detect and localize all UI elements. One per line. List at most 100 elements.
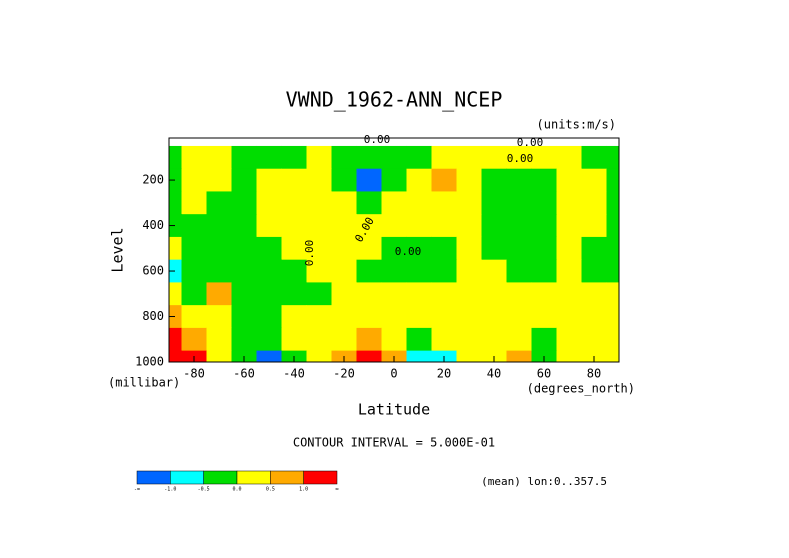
contour-cell xyxy=(556,214,582,238)
contour-cell xyxy=(531,282,557,306)
contour-cell xyxy=(481,145,507,170)
contour-cell xyxy=(181,145,207,170)
x-tick-label: 20 xyxy=(437,367,451,381)
contour-cell xyxy=(606,327,620,352)
contour-cell xyxy=(406,214,432,238)
contour-cell xyxy=(506,168,532,192)
contour-cell xyxy=(231,214,257,238)
contour-cell xyxy=(381,236,407,261)
contour-cell xyxy=(206,282,232,306)
contour-label: 0.00 xyxy=(395,245,422,258)
contour-cell xyxy=(606,168,620,192)
contour-cell xyxy=(506,305,532,329)
contour-cell xyxy=(606,305,620,329)
contour-cell xyxy=(406,327,432,352)
contour-cell xyxy=(306,305,332,329)
footnote: (mean) lon:0..357.5 xyxy=(481,475,607,488)
contour-cell xyxy=(556,282,582,306)
contour-cell xyxy=(506,191,532,215)
contour-cell xyxy=(169,214,182,238)
contour-cell xyxy=(506,236,532,261)
contour-cell xyxy=(256,282,282,306)
contour-cell xyxy=(256,145,282,170)
contour-cell xyxy=(581,214,607,238)
colorbar-label: -∞ xyxy=(134,487,140,493)
contour-cell xyxy=(306,259,332,283)
contour-cell xyxy=(606,282,620,306)
colorbar-label: -0.5 xyxy=(198,487,210,493)
contour-cell xyxy=(356,259,382,283)
contour-cell xyxy=(581,305,607,329)
contour-cell xyxy=(381,168,407,192)
contour-cell xyxy=(406,145,432,170)
colorbar-box xyxy=(203,470,238,485)
contour-cell xyxy=(231,327,257,352)
contour-cell xyxy=(431,236,457,261)
contour-cell xyxy=(431,259,457,283)
contour-cell xyxy=(381,145,407,170)
contour-cell xyxy=(481,191,507,215)
contour-label: 0.00 xyxy=(517,136,544,149)
contour-cell xyxy=(531,214,557,238)
contour-cell xyxy=(181,214,207,238)
colorbar-label: 0.0 xyxy=(232,487,241,493)
contour-cell xyxy=(169,259,182,283)
contour-cell xyxy=(281,168,307,192)
contour-cell xyxy=(581,145,607,170)
contour-cell xyxy=(169,145,182,170)
contour-cell xyxy=(506,145,532,170)
contour-cell xyxy=(356,214,382,238)
x-tick-label: 60 xyxy=(537,367,551,381)
x-tick-label: -20 xyxy=(333,367,355,381)
x-tick-label: 0 xyxy=(390,367,397,381)
contour-cell xyxy=(306,236,332,261)
contour-cell xyxy=(306,168,332,192)
contour-cell xyxy=(231,168,257,192)
contour-cell xyxy=(356,236,382,261)
contour-cell xyxy=(231,305,257,329)
contour-cell xyxy=(256,236,282,261)
contour-cell xyxy=(206,350,232,363)
contour-cell xyxy=(181,305,207,329)
contour-cell xyxy=(206,191,232,215)
contour-cell xyxy=(556,191,582,215)
contour-label: 0.00 xyxy=(507,152,534,165)
contour-cell xyxy=(556,327,582,352)
colorbar-label: -1.0 xyxy=(164,487,176,493)
y-tick-label: 1000 xyxy=(135,355,164,369)
contour-cell xyxy=(406,282,432,306)
contour-cell xyxy=(331,305,357,329)
contour-cell xyxy=(556,168,582,192)
contour-cell xyxy=(206,236,232,261)
y-units: (millibar) xyxy=(108,376,180,390)
contour-cell xyxy=(606,145,620,170)
contour-cell xyxy=(231,236,257,261)
contour-cell xyxy=(531,145,557,170)
colorbar-box xyxy=(170,470,204,485)
contour-cell xyxy=(431,168,457,192)
contour-cell xyxy=(169,282,182,306)
contour-cell xyxy=(481,236,507,261)
x-tick-label: -80 xyxy=(183,367,205,381)
contour-cell xyxy=(556,259,582,283)
contour-cell xyxy=(431,145,457,170)
contour-cell xyxy=(306,327,332,352)
contour-cell xyxy=(181,259,207,283)
contour-cell xyxy=(406,236,432,261)
contour-cell xyxy=(431,214,457,238)
contour-cell xyxy=(281,327,307,352)
x-axis-label: Latitude xyxy=(358,401,430,419)
contour-cell xyxy=(331,168,357,192)
y-tick-label: 800 xyxy=(142,309,164,323)
colorbar-label: 1.0 xyxy=(299,487,308,493)
contour-cell xyxy=(531,168,557,192)
contour-cell xyxy=(406,191,432,215)
contour-cell xyxy=(606,350,620,363)
contour-cell xyxy=(456,191,482,215)
y-tick-label: 600 xyxy=(142,264,164,278)
x-tick-label: -40 xyxy=(283,367,305,381)
contour-label: 0.00 xyxy=(364,133,391,146)
contour-cell xyxy=(531,259,557,283)
contour-cell xyxy=(406,305,432,329)
contour-cell xyxy=(356,168,382,192)
